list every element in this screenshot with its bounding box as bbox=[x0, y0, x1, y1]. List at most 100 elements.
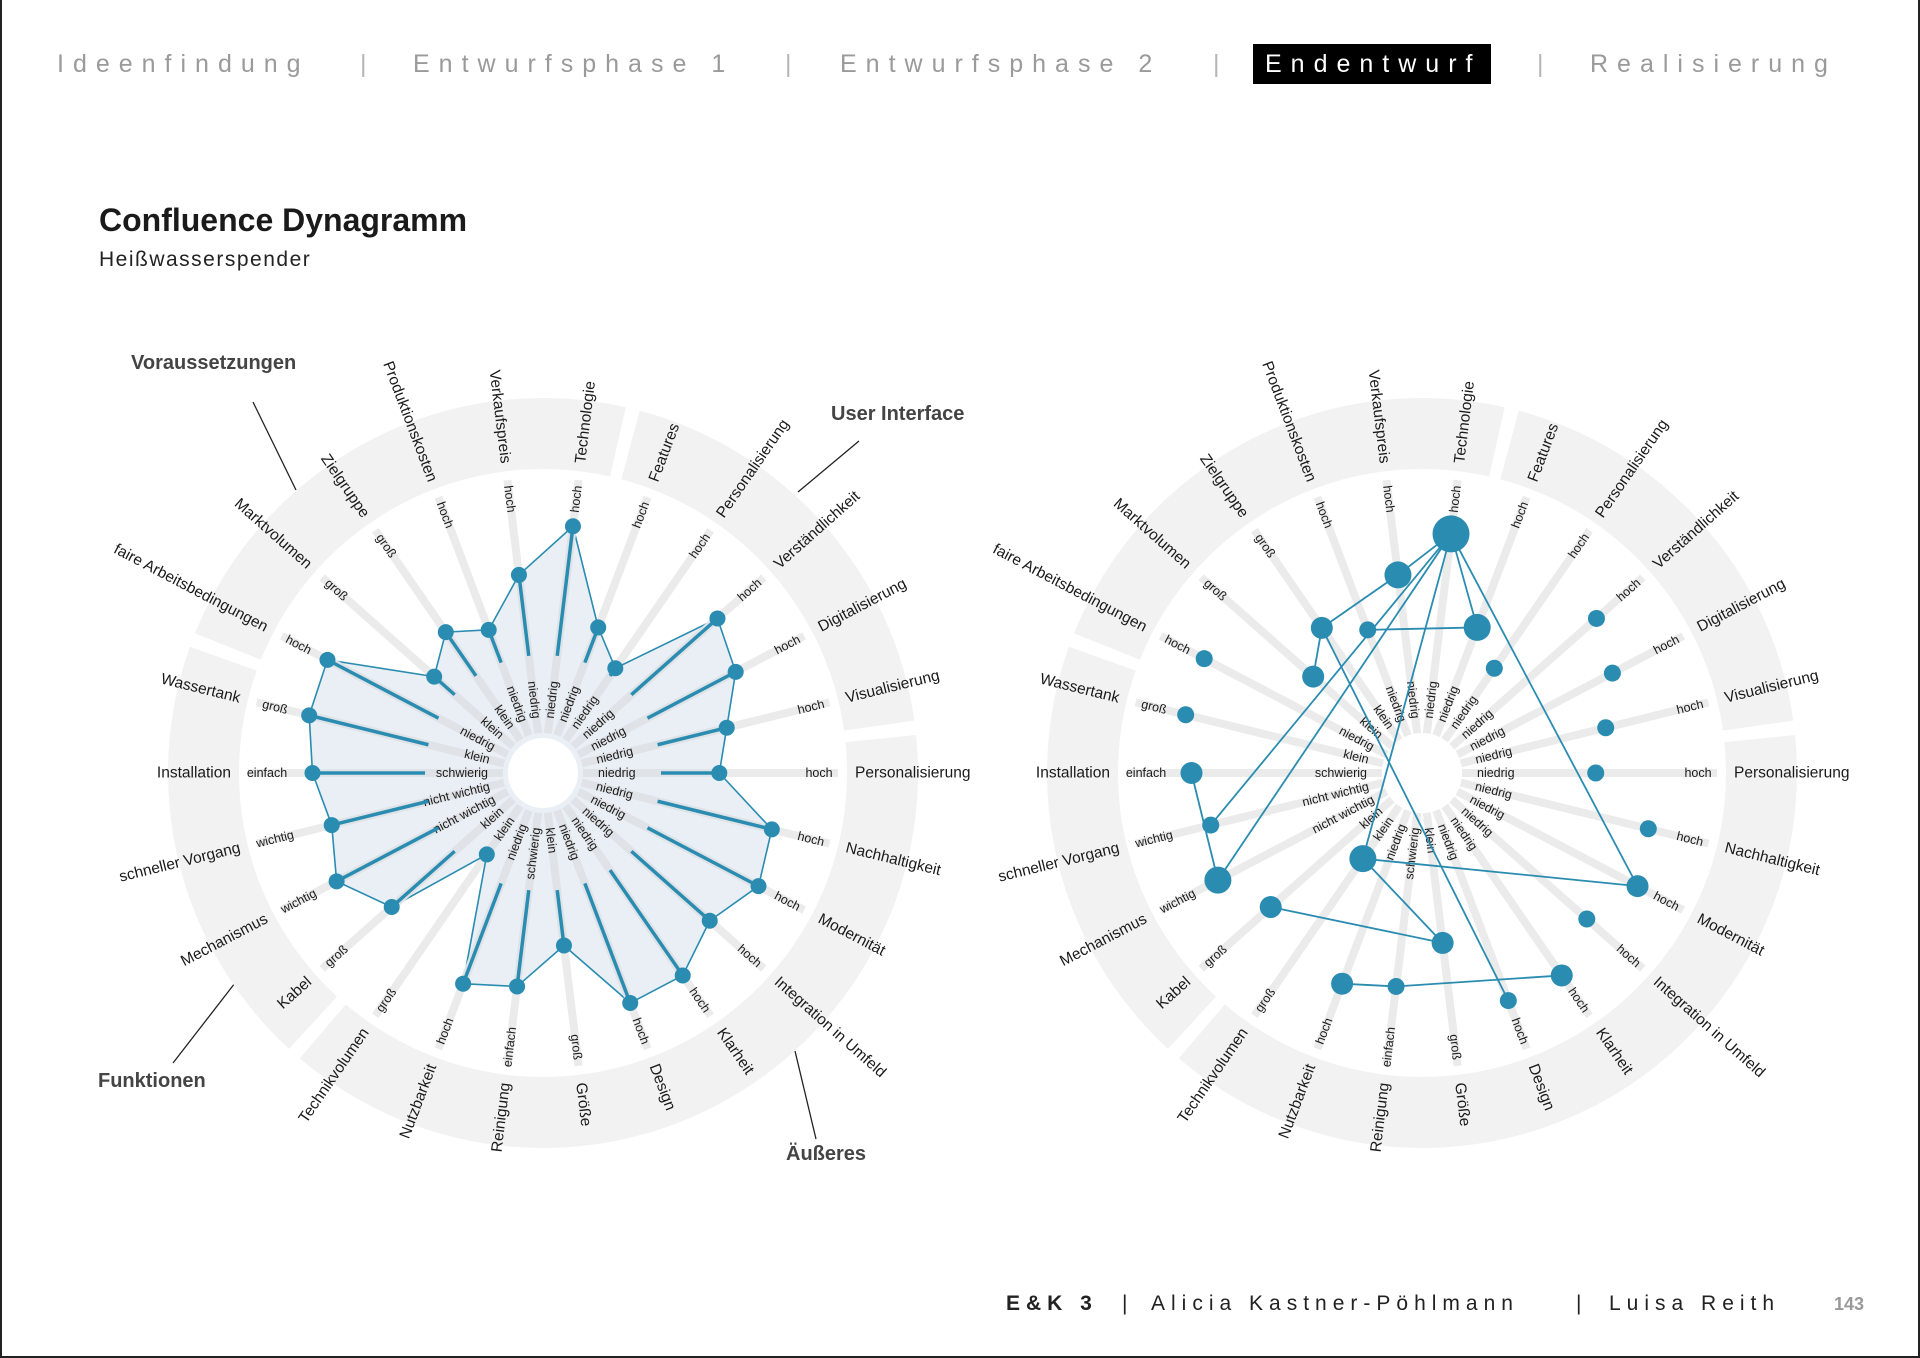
network-node bbox=[1463, 613, 1491, 641]
value-bar bbox=[555, 889, 566, 946]
nav-entwurfsphase-2[interactable]: Entwurfsphase 2 bbox=[840, 50, 1162, 78]
axis-high-label: groß bbox=[568, 1033, 585, 1061]
data-point bbox=[455, 975, 472, 992]
axis-low-label: klein bbox=[463, 747, 491, 767]
value-bar bbox=[646, 670, 737, 720]
footer-separator: | bbox=[1122, 1292, 1134, 1315]
ring-segment-voraussetzungen bbox=[194, 398, 626, 660]
network-node bbox=[1432, 515, 1470, 553]
axis-high-label: hoch bbox=[568, 485, 585, 514]
axis-high-label: hoch bbox=[501, 485, 518, 514]
pointer-line-user-interface bbox=[797, 440, 860, 493]
data-point bbox=[750, 878, 767, 895]
data-point bbox=[319, 651, 336, 668]
axis-high-label: hoch bbox=[1509, 1016, 1532, 1046]
value-bar bbox=[646, 826, 760, 888]
axis-high-label: wichtig bbox=[1157, 886, 1198, 917]
radar-chart-left: TechnologiehochniedrigFeatureshochniedri… bbox=[111, 359, 971, 1153]
data-point bbox=[383, 899, 400, 916]
data-point bbox=[701, 912, 718, 929]
axis-high-label: hoch bbox=[796, 829, 826, 849]
network-node bbox=[1359, 621, 1377, 639]
connection-line bbox=[1270, 906, 1443, 944]
spoke-axis bbox=[1198, 796, 1395, 972]
spoke-axis-inner bbox=[483, 803, 524, 857]
ring-segment-aeusseres bbox=[299, 734, 918, 1149]
data-point bbox=[304, 765, 321, 781]
axis-high-label: hoch bbox=[1447, 485, 1464, 514]
axis-high-label: hoch bbox=[1651, 632, 1682, 657]
axis-high-label: wichtig bbox=[1133, 828, 1174, 851]
nav-endentwurf-active[interactable]: Endentwurf bbox=[1253, 44, 1492, 84]
page-number: 143 bbox=[1834, 1294, 1865, 1314]
axis-label: Personalisierung bbox=[855, 765, 970, 782]
data-point bbox=[509, 978, 526, 995]
axis-low-label: schwierig bbox=[523, 827, 543, 880]
connection-line bbox=[1367, 626, 1478, 631]
ring-segment-user_interface bbox=[621, 410, 915, 731]
axis-high-label: hoch bbox=[772, 632, 803, 657]
connection-line bbox=[1362, 858, 1444, 944]
axis-low-label: klein bbox=[543, 827, 560, 854]
axis-high-label: hoch bbox=[1313, 1016, 1336, 1046]
spoke-axis bbox=[1459, 778, 1710, 848]
nav-separator: | bbox=[1537, 50, 1544, 78]
data-point bbox=[727, 663, 744, 680]
spoke-axis bbox=[1382, 812, 1422, 1067]
axis-high-label: hoch bbox=[630, 1016, 653, 1046]
nav-entwurfsphase-1[interactable]: Entwurfsphase 1 bbox=[413, 50, 735, 78]
axis-high-label: hoch bbox=[1509, 500, 1532, 530]
value-bar bbox=[630, 849, 711, 923]
axis-high-label: hoch bbox=[434, 500, 457, 530]
value-bar bbox=[515, 889, 531, 987]
ring-segment-funktionen bbox=[167, 646, 338, 1049]
value-bar bbox=[630, 617, 719, 697]
value-bar bbox=[555, 526, 575, 657]
data-point bbox=[564, 518, 581, 535]
group-label-user-interface: User Interface bbox=[831, 403, 965, 425]
spoke-axis bbox=[1251, 803, 1403, 1019]
value-bar bbox=[657, 799, 773, 832]
network-node bbox=[1180, 762, 1203, 784]
axis-low-label: niedrig bbox=[598, 766, 636, 780]
pointer-line-voraussetzungen bbox=[252, 401, 297, 491]
spoke-axis bbox=[1455, 632, 1686, 758]
data-point bbox=[510, 566, 527, 583]
axis-high-label: einfach bbox=[500, 1026, 519, 1068]
network-node bbox=[1431, 931, 1454, 954]
axis-high-label: groß bbox=[1140, 697, 1169, 717]
network-node bbox=[1485, 659, 1503, 677]
axis-high-label: groß bbox=[1447, 1033, 1464, 1061]
axis-low-label: schwierig bbox=[436, 766, 488, 780]
connection-line bbox=[1217, 533, 1452, 881]
axis-low-label: klein bbox=[1342, 747, 1370, 767]
axis-low-label: schwierig bbox=[1402, 827, 1422, 880]
page-subtitle: Heißwasserspender bbox=[99, 248, 312, 271]
network-node bbox=[1349, 845, 1377, 873]
spoke-axis bbox=[1449, 574, 1646, 750]
data-point bbox=[709, 610, 726, 627]
footer-author-2: Luisa Reith bbox=[1609, 1292, 1781, 1315]
network-node bbox=[1597, 719, 1615, 737]
network-node bbox=[1202, 816, 1220, 834]
axis-high-label: hoch bbox=[1675, 829, 1705, 849]
network-node bbox=[1177, 706, 1195, 724]
axis-label: Installation bbox=[1036, 765, 1110, 782]
axis-high-label: hoch bbox=[805, 766, 832, 780]
spoke-axis bbox=[1313, 495, 1412, 738]
spoke-axis-inner bbox=[562, 665, 619, 743]
network-node bbox=[1550, 964, 1573, 987]
data-point bbox=[555, 937, 572, 954]
axis-high-label: hoch bbox=[1684, 766, 1711, 780]
nav-realisierung[interactable]: Realisierung bbox=[1590, 50, 1837, 78]
data-point bbox=[718, 719, 735, 736]
data-point bbox=[711, 765, 728, 781]
ring-segment-voraussetzungen bbox=[1073, 398, 1505, 660]
spoke-axis bbox=[1198, 574, 1395, 750]
nav-ideenfindung[interactable]: Ideenfindung bbox=[57, 50, 310, 78]
footer-course: E&K 3 bbox=[1006, 1292, 1098, 1315]
value-bar bbox=[326, 658, 440, 720]
axis-label: Personalisierung bbox=[1734, 765, 1849, 782]
axis-low-label: niedrig bbox=[1477, 766, 1515, 780]
